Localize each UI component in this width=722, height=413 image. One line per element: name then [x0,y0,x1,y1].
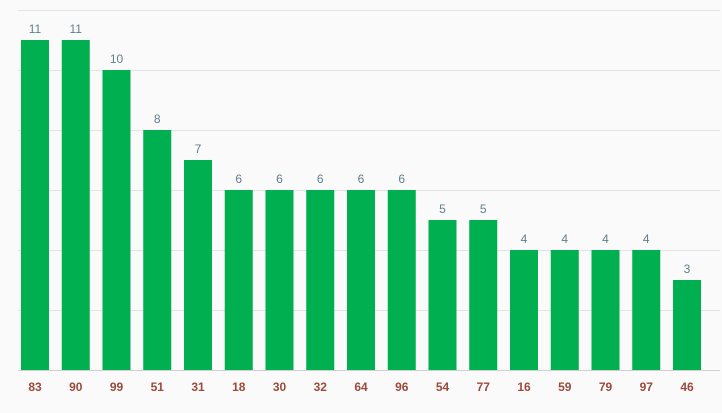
data-label: 4 [602,232,609,246]
x-tick-label: 54 [436,380,450,394]
data-label: 6 [398,172,405,186]
data-label: 6 [276,172,283,186]
data-label: 5 [480,202,487,216]
data-label: 8 [154,112,161,126]
bar [673,280,701,370]
data-label: 6 [358,172,365,186]
x-tick-label: 16 [517,380,531,394]
bar [347,190,375,370]
x-tick-label: 96 [395,380,409,394]
bar [591,250,620,370]
bar [143,130,172,370]
bar [184,160,212,370]
bar [61,40,90,370]
bar [428,220,457,370]
data-label: 3 [684,262,691,276]
x-tick-label: 18 [232,380,246,394]
x-tick-label: 59 [558,380,572,394]
x-tick-label: 90 [69,380,83,394]
x-tick-label: 30 [273,380,287,394]
x-tick-label: 31 [191,380,205,394]
data-label: 7 [195,142,202,156]
bar [265,190,294,370]
bar [632,250,661,370]
data-label: 11 [29,22,42,36]
bar [306,190,335,370]
data-label: 10 [110,52,124,66]
x-tick-label: 51 [151,380,165,394]
x-tick-label: 77 [477,380,491,394]
bar [550,250,579,370]
x-tick-label: 79 [599,380,613,394]
bar [21,40,49,370]
bar [224,190,253,370]
bar [102,70,131,370]
x-tick-label: 46 [680,380,694,394]
bar [387,190,416,370]
x-tick-label: 97 [640,380,654,394]
data-label: 5 [439,202,446,216]
data-label: 11 [70,22,83,36]
x-tick-label: 99 [110,380,124,394]
bar [510,250,538,370]
x-tick-label: 64 [354,380,368,394]
data-label: 6 [317,172,324,186]
data-label: 4 [561,232,568,246]
x-tick-label: 83 [28,380,42,394]
data-label: 4 [521,232,528,246]
data-label: 4 [643,232,650,246]
bar [469,220,498,370]
data-label: 6 [235,172,242,186]
x-tick-label: 32 [314,380,328,394]
